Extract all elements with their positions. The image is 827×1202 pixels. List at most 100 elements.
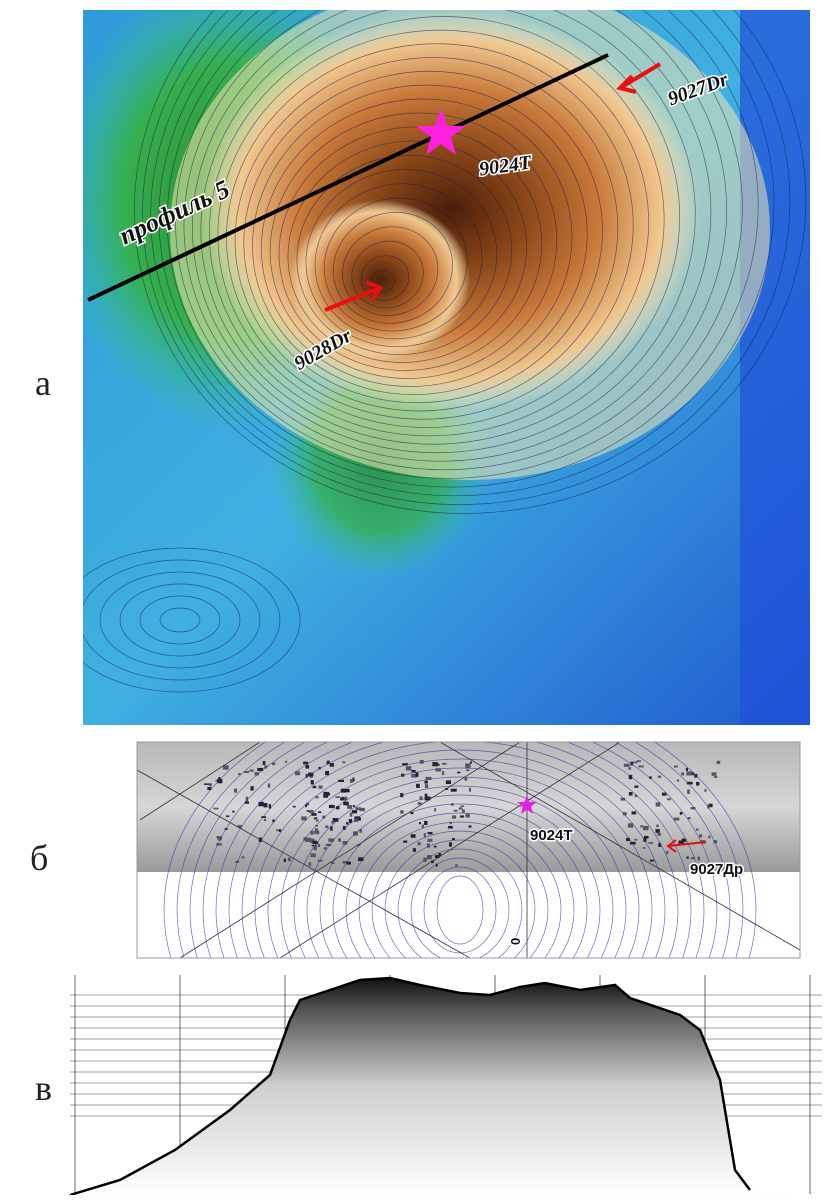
speckle [318,811,321,813]
speckle [674,818,680,821]
speckle [446,780,451,784]
speckle [342,761,345,763]
figure: профиль 5 9024T 9027Dr 9028Dr а 9024T 90… [0,0,827,1202]
speckle [628,823,633,827]
speckle [687,789,690,793]
panel-label: б [30,838,48,878]
speckle [655,829,659,833]
speckle [434,808,436,811]
speckle [305,765,309,769]
speckle [268,783,270,787]
speckle [204,783,210,785]
speckle [346,862,350,865]
speckle [469,788,471,792]
speckle [329,805,335,808]
speckle [629,792,633,796]
speckle [624,764,630,767]
speckle [355,807,360,810]
speckle [442,771,444,775]
speckle [347,805,352,809]
speckle [305,838,311,842]
speckle [313,786,317,788]
speckle [704,789,706,792]
arrow-label: 9027Др [690,861,743,878]
speckle [311,853,316,857]
speckle [330,763,334,767]
speckle [318,844,320,847]
speckle [466,769,469,771]
speckle [400,810,403,813]
speckle [650,860,654,862]
speckle [411,770,415,772]
speckle [712,772,717,776]
speckle [680,812,682,815]
speckle [648,842,653,844]
map-edge [740,10,810,725]
speckle [686,768,688,771]
speckle [462,809,465,812]
speckle [263,761,266,765]
speckle [293,806,296,808]
speckle [451,789,457,792]
speckle [427,839,432,842]
speckle [232,811,234,813]
speckle [425,784,428,788]
speckle [315,828,318,832]
speckle [632,811,637,814]
speckle [465,764,470,768]
speckle [667,798,671,800]
speckle [272,763,275,766]
speckle [686,771,692,775]
speckle [442,763,446,765]
speckle [674,766,678,768]
speckle [696,829,699,831]
bathymetry-map: профиль 5 9024T 9027Dr 9028Dr [50,0,827,725]
speckle [352,810,357,813]
speckle [285,761,287,763]
speckle [656,802,661,806]
speckle [312,845,314,847]
speckle [424,821,427,825]
speckle [226,815,229,817]
speckle [346,822,349,824]
speckle [634,786,638,788]
speckle [415,772,418,776]
speckle [264,803,268,807]
speckle [643,847,646,849]
speckle [644,836,649,839]
page: профиль 5 9024T 9027Dr 9028Dr а 9024T 90… [0,0,827,1202]
speckle [213,808,218,810]
speckle [319,785,323,788]
speckle [457,772,460,774]
speckle [452,838,455,840]
speckle [634,839,637,841]
speckle [449,842,452,846]
speckle [425,781,428,784]
speckle [340,797,344,800]
speckle [234,788,237,792]
speckle [413,848,416,852]
speckle [468,825,471,827]
speckle [628,767,631,769]
speckle [335,796,340,798]
speckle [403,841,407,843]
speckle [279,829,281,832]
speckle [470,761,472,763]
speckle [316,820,318,822]
speckle [418,802,422,804]
axis-mark: 0 [508,938,523,945]
speckle [250,786,253,790]
speckle [466,814,470,818]
speckle [434,846,437,848]
speckle [657,833,661,836]
panel-label: а [35,363,51,403]
speckle [424,833,426,837]
speckle [422,825,424,828]
speckle [324,847,327,850]
speckle [331,821,334,824]
speckle [698,857,700,861]
speckle [249,769,253,771]
speckle [699,834,702,837]
speckle [264,819,266,821]
speckle [454,810,458,812]
